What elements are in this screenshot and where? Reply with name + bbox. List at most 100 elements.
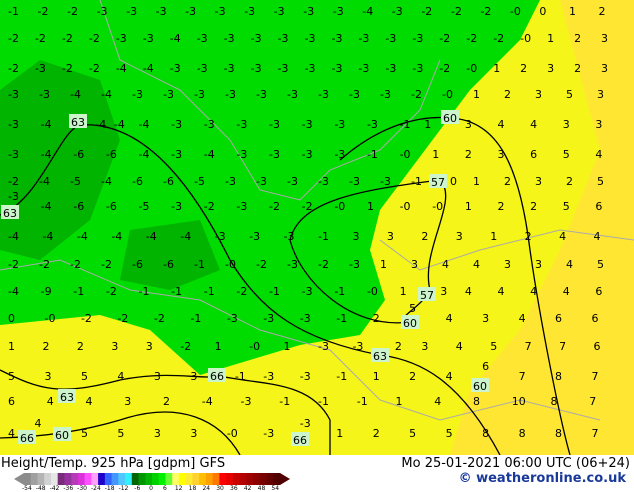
- colorbar-swatch: [138, 473, 146, 485]
- colorbar-swatch: [226, 473, 234, 485]
- temperature-label: 8: [482, 427, 489, 440]
- colorbar-tick: -36: [63, 485, 74, 492]
- temperature-label: -4: [111, 230, 122, 243]
- contour-label: 60: [53, 427, 71, 442]
- temperature-label: -3: [284, 230, 295, 243]
- temperature-label: -3: [300, 417, 311, 430]
- temperature-label: -3: [241, 395, 252, 408]
- temperature-label: -3: [170, 62, 181, 75]
- temperature-label: 5: [563, 200, 570, 213]
- contour-lines: [0, 116, 571, 455]
- map-footer: Height/Temp. 925 hPa [gdpm] GFS Mo 25-01…: [0, 455, 634, 492]
- temperature-label: -0: [432, 200, 443, 213]
- temperature-label: -4: [42, 230, 53, 243]
- temperature-label: -1: [269, 285, 280, 298]
- temperature-label: -3: [97, 5, 108, 18]
- temperature-label: 4: [473, 258, 480, 271]
- temperature-label: 7: [592, 427, 599, 440]
- colorbar-swatch: [185, 473, 193, 485]
- temperature-label: 2: [77, 340, 84, 353]
- contour-label: 66: [18, 430, 36, 445]
- temperature-label: -6: [163, 258, 174, 271]
- temperature-label: 2: [42, 340, 49, 353]
- temperature-label: 2: [421, 230, 428, 243]
- temperature-label: -4: [101, 175, 112, 188]
- temperature-label: 8: [519, 427, 526, 440]
- colorbar-tick: 0: [149, 485, 153, 492]
- temperature-label: 6: [594, 340, 601, 353]
- temperature-label: 4: [530, 118, 537, 131]
- colorbar-swatch: [64, 473, 72, 485]
- temperature-label: 2: [395, 340, 402, 353]
- temperature-label: 2: [525, 230, 532, 243]
- temperature-label: -3: [380, 175, 391, 188]
- temperature-label: -4: [70, 88, 81, 101]
- temperature-label: -4: [95, 118, 106, 131]
- colorbar-tick: -30: [77, 485, 87, 492]
- temperature-label: 8: [551, 395, 558, 408]
- temperature-label: -3: [224, 32, 235, 45]
- temperature-label: 2: [530, 200, 537, 213]
- temperature-label: 2: [504, 175, 511, 188]
- temperature-label: 1: [424, 118, 431, 131]
- temperature-label: -3: [385, 62, 396, 75]
- svg-text:63: 63: [60, 391, 74, 404]
- temperature-label: -3: [412, 62, 423, 75]
- temperature-label: -3: [126, 5, 137, 18]
- temperature-label: 4: [559, 230, 566, 243]
- temperature-label: -3: [204, 118, 215, 131]
- temperature-label: 3: [154, 370, 161, 383]
- temperature-label: -0: [44, 312, 55, 325]
- temperature-label: 3: [497, 148, 504, 161]
- colorbar: [14, 473, 290, 485]
- temperature-label: -2: [35, 32, 46, 45]
- temperature-label: 4: [446, 312, 453, 325]
- temperature-label: -2: [106, 285, 117, 298]
- colorbar-swatch: [259, 473, 268, 485]
- orange-region: [450, 0, 634, 455]
- temperature-label: 4: [442, 258, 449, 271]
- colorbar-swatch: [192, 473, 200, 485]
- temperature-label: -0: [334, 200, 345, 213]
- temperature-label: -3: [331, 32, 342, 45]
- svg-text:63: 63: [373, 350, 387, 363]
- svg-text:66: 66: [210, 370, 224, 383]
- temperature-label: -3: [331, 62, 342, 75]
- temperature-label: -3: [358, 32, 369, 45]
- temperature-label: 5: [597, 258, 604, 271]
- colorbar-left-arrow: [14, 473, 24, 485]
- temperature-label: 3: [124, 395, 131, 408]
- colorbar-swatch: [239, 473, 247, 485]
- temperature-label: 1: [373, 370, 380, 383]
- temperature-label: -1: [336, 312, 347, 325]
- temperature-label: -5: [139, 200, 150, 213]
- temperature-label: 3: [504, 258, 511, 271]
- temperature-label: -2: [8, 175, 19, 188]
- svg-text:60: 60: [443, 112, 457, 125]
- temperature-label: 3: [190, 370, 197, 383]
- colorbar-swatch: [30, 473, 38, 485]
- contour-label: 57: [418, 287, 436, 302]
- temperature-label: -3: [39, 88, 50, 101]
- temperature-label: 1: [396, 395, 403, 408]
- temperature-label: -3: [171, 148, 182, 161]
- temperature-label: -3: [8, 118, 19, 131]
- temperature-label: -4: [116, 62, 127, 75]
- copyright-link[interactable]: © weatheronline.co.uk: [458, 471, 626, 486]
- temperature-label: 3: [190, 427, 197, 440]
- temperature-label: 2: [373, 427, 380, 440]
- temperature-label: -0: [225, 258, 236, 271]
- temperature-label: -0: [520, 32, 531, 45]
- temperature-label: 0: [8, 312, 15, 325]
- temperature-label: -3: [318, 88, 329, 101]
- temperature-label: -2: [81, 312, 92, 325]
- temperature-label: -3: [269, 118, 280, 131]
- temperature-label: -0: [227, 427, 238, 440]
- colorbar-swatch: [232, 473, 241, 485]
- temperature-label: 5: [563, 148, 570, 161]
- temperature-label: -3: [197, 32, 208, 45]
- temperature-label: -6: [132, 175, 143, 188]
- temperature-label: 3: [535, 258, 542, 271]
- temperature-label: -3: [287, 88, 298, 101]
- temperature-label: -3: [227, 312, 238, 325]
